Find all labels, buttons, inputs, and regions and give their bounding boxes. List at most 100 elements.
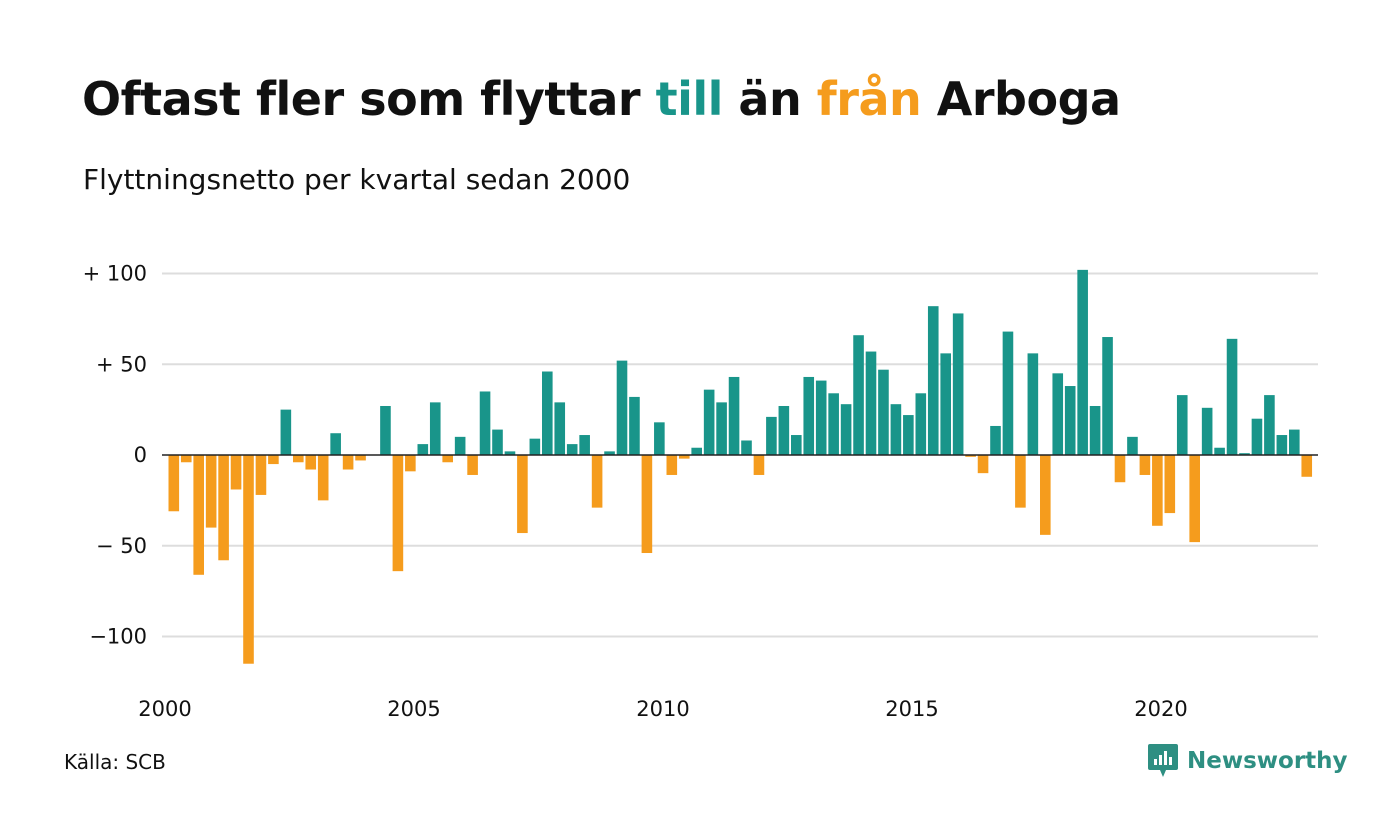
bar bbox=[691, 447, 702, 455]
bar bbox=[1027, 353, 1039, 455]
bar bbox=[654, 422, 665, 455]
bar bbox=[865, 351, 877, 455]
bar bbox=[417, 444, 429, 455]
title-text-start: Oftast fler som flyttar bbox=[82, 72, 656, 126]
grid-lines bbox=[162, 272, 1318, 638]
bar bbox=[529, 438, 541, 455]
x-tick-label: 2010 bbox=[636, 697, 689, 721]
y-tick-label: −100 bbox=[89, 625, 147, 649]
bar bbox=[205, 455, 217, 528]
bar bbox=[504, 451, 516, 455]
bar-chart-speech-bubble-icon bbox=[1148, 744, 1178, 777]
bar bbox=[355, 455, 366, 461]
bar bbox=[268, 455, 279, 465]
bar bbox=[803, 376, 815, 455]
bar bbox=[604, 451, 615, 455]
bar bbox=[1189, 455, 1200, 543]
bar bbox=[1139, 455, 1151, 475]
bar bbox=[1040, 455, 1051, 535]
bar bbox=[1089, 405, 1101, 455]
bar bbox=[940, 353, 951, 455]
x-tick-label: 2000 bbox=[138, 697, 191, 721]
bar bbox=[566, 444, 578, 455]
bar bbox=[429, 402, 441, 455]
bar bbox=[1077, 269, 1088, 455]
bar bbox=[629, 396, 640, 455]
bar bbox=[467, 455, 478, 475]
bar bbox=[878, 369, 889, 455]
bar bbox=[305, 455, 317, 470]
bar bbox=[193, 455, 204, 575]
bar bbox=[1114, 455, 1126, 483]
bar bbox=[1239, 453, 1250, 455]
bar bbox=[342, 455, 354, 470]
y-tick-label: − 50 bbox=[96, 534, 147, 558]
bar bbox=[1251, 418, 1263, 455]
x-tick-label: 2015 bbox=[885, 697, 938, 721]
bar bbox=[293, 455, 304, 463]
source-note: Källa: SCB bbox=[64, 750, 166, 774]
bar bbox=[716, 402, 727, 455]
bar bbox=[1052, 373, 1064, 455]
bar bbox=[317, 455, 329, 501]
bar bbox=[1214, 447, 1225, 455]
bar bbox=[392, 455, 404, 572]
bar bbox=[990, 425, 1001, 455]
bar bbox=[380, 405, 391, 455]
bar bbox=[1301, 455, 1313, 477]
bar bbox=[977, 455, 989, 474]
bar bbox=[853, 335, 864, 455]
bar bbox=[591, 455, 603, 508]
bar bbox=[641, 455, 653, 554]
bar bbox=[442, 455, 453, 463]
bar bbox=[405, 455, 416, 472]
bar bbox=[492, 429, 503, 455]
x-tick-label: 2005 bbox=[387, 697, 440, 721]
bar bbox=[1064, 386, 1076, 455]
bar bbox=[1102, 337, 1113, 455]
bar bbox=[255, 455, 267, 495]
chart-title: Oftast fler som flyttar till än från Arb… bbox=[82, 72, 1121, 126]
bar bbox=[1127, 436, 1138, 455]
bar bbox=[890, 404, 902, 455]
bar bbox=[542, 371, 553, 455]
bar bbox=[791, 435, 802, 455]
bar bbox=[703, 389, 715, 455]
bar bbox=[479, 391, 491, 455]
bar bbox=[1226, 338, 1238, 455]
title-highlight-from: från bbox=[816, 72, 922, 126]
bar bbox=[903, 415, 914, 455]
bar bbox=[180, 455, 192, 463]
bar bbox=[666, 455, 678, 475]
y-tick-label: 0 bbox=[134, 443, 147, 467]
brand-logo: Newsworthy bbox=[1148, 744, 1348, 778]
bar bbox=[927, 306, 939, 455]
bar bbox=[1164, 455, 1176, 514]
bar bbox=[815, 380, 827, 455]
bar bbox=[1015, 455, 1026, 508]
bar bbox=[243, 455, 254, 664]
bar bbox=[728, 376, 740, 455]
bar bbox=[1289, 429, 1300, 455]
title-text-end: Arboga bbox=[921, 72, 1121, 126]
bar bbox=[330, 433, 341, 455]
bar bbox=[965, 455, 976, 457]
bar bbox=[1201, 407, 1213, 455]
bar bbox=[778, 405, 790, 455]
bar bbox=[678, 455, 690, 459]
bar bbox=[753, 455, 765, 475]
bar bbox=[616, 360, 628, 455]
bar bbox=[218, 455, 229, 561]
bar bbox=[1264, 395, 1275, 455]
y-tick-label: + 100 bbox=[83, 262, 147, 286]
bar bbox=[579, 435, 590, 455]
title-text-middle: än bbox=[722, 72, 817, 126]
bar bbox=[1276, 435, 1288, 455]
x-tick-label: 2020 bbox=[1134, 697, 1187, 721]
bar bbox=[766, 416, 777, 455]
bar bbox=[230, 455, 242, 490]
bar bbox=[454, 436, 466, 455]
bar bbox=[828, 393, 839, 455]
bar bbox=[952, 313, 964, 455]
